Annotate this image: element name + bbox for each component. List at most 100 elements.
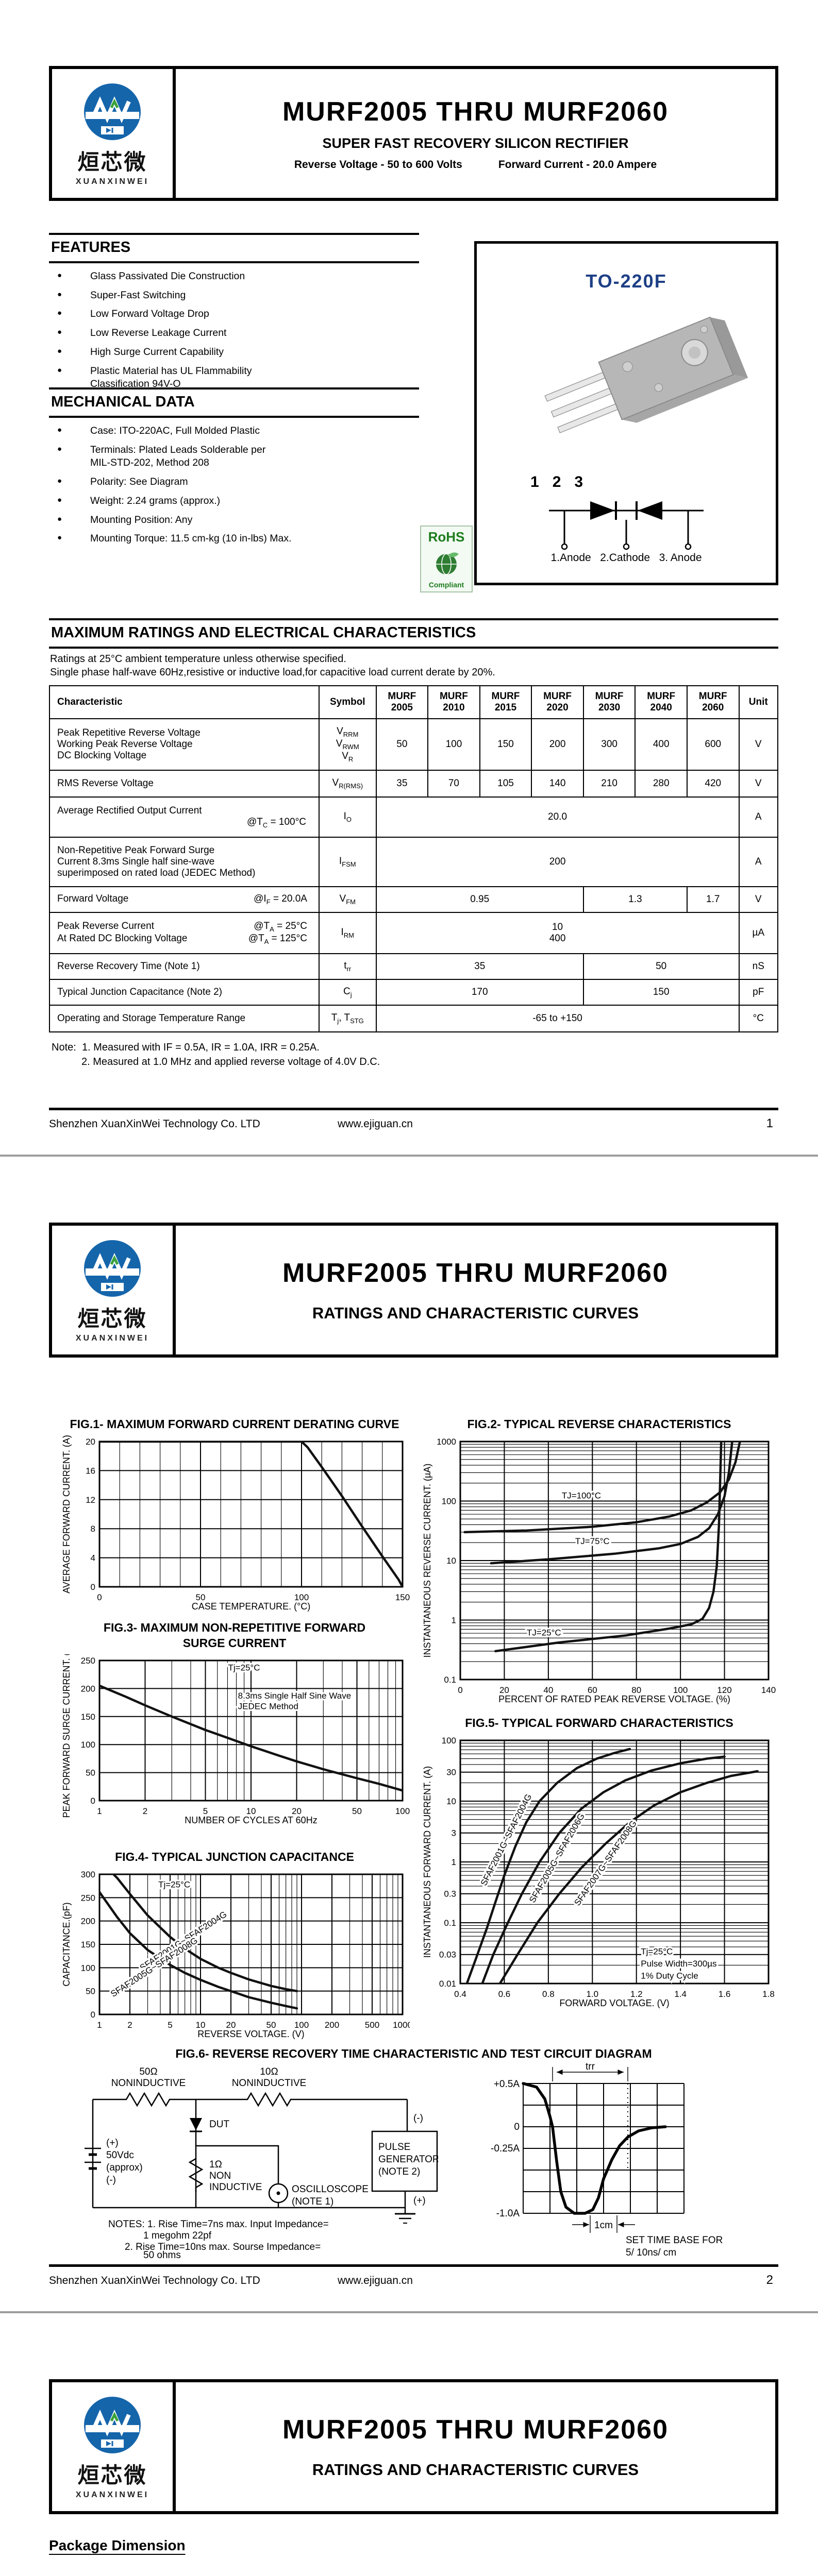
svg-text:1.8: 1.8 bbox=[762, 1989, 775, 1999]
list-item: Glass Passivated Die Construction bbox=[49, 270, 379, 283]
unit-cell: nS bbox=[738, 953, 779, 980]
package-name: TO-220F bbox=[586, 270, 667, 292]
svg-text:0: 0 bbox=[91, 1582, 95, 1592]
svg-text:250: 250 bbox=[81, 1893, 95, 1903]
doc-title: MURF2005 THRU MURF2060 bbox=[282, 1258, 669, 1288]
value-cell: 1.3 bbox=[582, 886, 688, 913]
mechanical-heading: MECHANICAL DATA bbox=[49, 387, 419, 418]
svg-text:0.4: 0.4 bbox=[454, 1989, 466, 1999]
list-item: Super-Fast Switching bbox=[49, 289, 379, 302]
svg-text:1: 1 bbox=[97, 1806, 102, 1816]
figure-3: FIG.3- MAXIMUM NON-REPETITIVE FORWARD SU… bbox=[59, 1620, 410, 1832]
unit-cell: A bbox=[738, 796, 779, 838]
figure-1: FIG.1- MAXIMUM FORWARD CURRENT DERATING … bbox=[59, 1417, 410, 1618]
figure-5-chart: 0.4 0.6 0.8 1.0 1.2 1.4 1.6 1.8 0.01 0.03 0.1 0.3 1 3… bbox=[420, 1734, 778, 2015]
svg-text:1.2: 1.2 bbox=[630, 1989, 643, 1999]
svg-text:150: 150 bbox=[395, 1592, 410, 1602]
svg-text:4: 4 bbox=[91, 1553, 95, 1563]
brand-chinese: 烜芯微 bbox=[77, 1306, 147, 1331]
svg-text:1: 1 bbox=[97, 2020, 102, 2030]
resistor-3-type-2: INDUCTIVE bbox=[209, 2182, 262, 2193]
resistor-3-value: 1Ω bbox=[209, 2159, 222, 2170]
svg-text:50: 50 bbox=[352, 1806, 362, 1816]
company-logo: 烜芯微 XUANXINWEI bbox=[52, 2382, 176, 2511]
svg-text:2: 2 bbox=[143, 1806, 147, 1816]
svg-text:PERCENT OF RATED PEAK REVERSE: PERCENT OF RATED PEAK REVERSE VOLTAGE. (… bbox=[498, 1694, 730, 1704]
figure-3-chart: 1 2 5 10 20 50 100 0 50 100 150 200 250 Tj=25°C 8.3ms … bbox=[59, 1643, 410, 1832]
unit-cell: V bbox=[738, 886, 779, 913]
page-footer: Shenzhen XuanXinWei Technology Co. LTD w… bbox=[49, 2264, 778, 2287]
doc-subtitle: RATINGS AND CHARACTERISTIC CURVES bbox=[312, 1304, 639, 1322]
table-row: Forward Voltage @IF = 20.0A VFM 0.95 1.3 … bbox=[49, 886, 779, 913]
wave-zero: 0 bbox=[514, 2122, 520, 2132]
value-cell: 170 bbox=[375, 979, 584, 1006]
footer-url: www.ejiguan.cn bbox=[338, 2275, 413, 2286]
svg-text:1000: 1000 bbox=[437, 1437, 456, 1447]
figure-4-title: FIG.4- TYPICAL JUNCTION CAPACITANCE bbox=[115, 1850, 354, 1863]
footer-company: Shenzhen XuanXinWei Technology Co. LTD bbox=[49, 1118, 260, 1130]
value-cell: 600 bbox=[686, 718, 740, 771]
svg-text:40: 40 bbox=[543, 1685, 553, 1695]
doc-subtitle: SUPER FAST RECOVERY SILICON RECTIFIER bbox=[322, 135, 629, 151]
pin-2-label: 2 bbox=[552, 473, 561, 490]
figure-4-chart: 1 2 5 10 20 50 100 200 500 1000 0 50 100 150 200 250 300… bbox=[59, 1868, 412, 2046]
svg-text:100: 100 bbox=[395, 1806, 410, 1816]
mechanical-list: Case: ITO-220AC, Full Molded Plastic Ter… bbox=[49, 425, 389, 551]
svg-text:1.0: 1.0 bbox=[586, 1989, 598, 1999]
page-number: 1 bbox=[766, 1116, 773, 1130]
resistor-1-value: 50Ω bbox=[139, 2066, 157, 2077]
unit-cell: pF bbox=[738, 979, 779, 1006]
svg-text:FORWARD VOLTAGE. (V): FORWARD VOLTAGE. (V) bbox=[559, 1998, 669, 2008]
svg-text:50: 50 bbox=[196, 1592, 206, 1602]
oscilloscope-label: OSCILLOSCOPE bbox=[292, 2184, 369, 2195]
wave-minus025: -0.25A bbox=[491, 2143, 520, 2154]
page-3: 烜芯微 XUANXINWEI MURF2005 THRU MURF2060 RA… bbox=[0, 2313, 818, 2576]
svg-text:30: 30 bbox=[446, 1768, 456, 1777]
svg-text:10: 10 bbox=[196, 2020, 206, 2030]
svg-text:500: 500 bbox=[365, 2020, 379, 2030]
svg-text:CAPACITANCE.(pF): CAPACITANCE.(pF) bbox=[61, 1902, 72, 1986]
value-cell: 20.0 bbox=[375, 796, 740, 838]
figure-6-title: FIG.6- REVERSE RECOVERY TIME CHARACTERIS… bbox=[175, 2047, 652, 2060]
figure-1-title: FIG.1- MAXIMUM FORWARD CURRENT DERATING … bbox=[70, 1417, 399, 1431]
table-row: Non-Repetitive Peak Forward Surge Current… bbox=[49, 837, 779, 887]
features-list: Glass Passivated Die Construction Super-… bbox=[49, 270, 379, 397]
svg-text:Pulse Width=300µs: Pulse Width=300µs bbox=[641, 1959, 716, 1969]
svg-text:20: 20 bbox=[226, 2020, 236, 2030]
value-cell: 10 400 bbox=[375, 912, 740, 954]
table-header-row: Characteristic Symbol MURF 2005 MURF 2010 … bbox=[49, 685, 779, 719]
ratings-condition-1: Ratings at 25°C ambient temperature unle… bbox=[50, 653, 346, 665]
svg-text:AVERAGE FORWARD CURRENT. (A): AVERAGE FORWARD CURRENT. (A) bbox=[61, 1435, 72, 1594]
svg-text:0.1: 0.1 bbox=[444, 1918, 456, 1928]
logo-icon bbox=[84, 83, 141, 140]
wave-minus1: -1.0A bbox=[496, 2208, 520, 2219]
col-part: MURF 2030 bbox=[582, 685, 636, 719]
unit-cell: V bbox=[738, 718, 779, 771]
value-cell: 35 bbox=[375, 770, 429, 798]
svg-text:NUMBER OF CYCLES AT 60Hz: NUMBER OF CYCLES AT 60Hz bbox=[185, 1815, 317, 1825]
value-cell: 200 bbox=[531, 718, 584, 771]
col-part: MURF 2005 bbox=[375, 685, 429, 719]
resistor-2-type: NONINDUCTIVE bbox=[232, 2078, 307, 2089]
svg-text:0.6: 0.6 bbox=[498, 1989, 511, 1999]
svg-text:100: 100 bbox=[294, 2020, 309, 2030]
circuit-note-1: NOTES: 1. Rise Time=7ns max. Input Imped… bbox=[108, 2219, 329, 2230]
svg-text:120: 120 bbox=[717, 1685, 731, 1695]
pulse-gen-label-2: GENERATOR bbox=[378, 2154, 438, 2165]
table-row: RMS Reverse Voltage VR(RMS) 35 70 105 14… bbox=[49, 770, 779, 798]
value-cell: 300 bbox=[582, 718, 636, 771]
resistor-3-type-1: NON bbox=[209, 2171, 231, 2181]
col-part: MURF 2010 bbox=[427, 685, 480, 719]
table-note-2: 2. Measured at 1.0 MHz and applied rever… bbox=[81, 1056, 380, 1067]
svg-text:0.3: 0.3 bbox=[444, 1889, 456, 1899]
battery-approx: (approx) bbox=[106, 2162, 143, 2173]
resistor-2-value: 10Ω bbox=[260, 2066, 278, 2077]
svg-text:8: 8 bbox=[91, 1524, 95, 1534]
svg-text:0: 0 bbox=[91, 1796, 95, 1806]
svg-text:100: 100 bbox=[442, 1736, 456, 1745]
col-characteristic: Characteristic bbox=[49, 685, 320, 719]
svg-text:150: 150 bbox=[81, 1940, 95, 1950]
svg-text:100: 100 bbox=[673, 1685, 688, 1695]
svg-text:3: 3 bbox=[452, 1828, 456, 1838]
